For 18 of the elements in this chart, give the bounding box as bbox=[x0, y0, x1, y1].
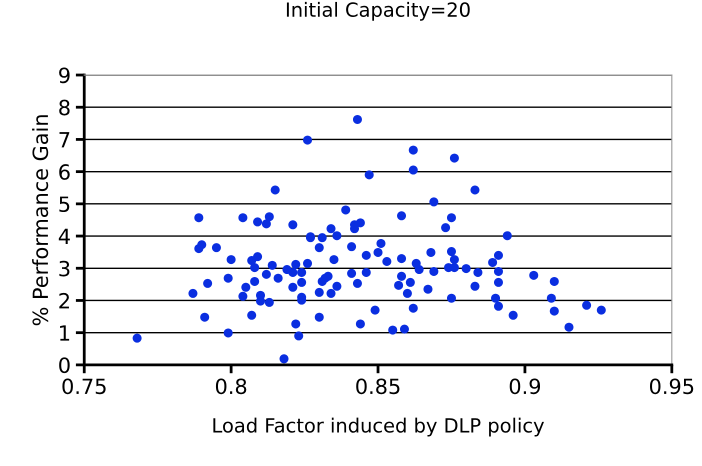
x-tick-label: 0.9 bbox=[510, 378, 540, 394]
x-tick-label: 0.85 bbox=[356, 378, 400, 394]
y-axis-title: % Performance Gain bbox=[32, 115, 48, 326]
x-tick-label: 0.95 bbox=[650, 378, 694, 394]
x-axis-title: Load Factor induced by DLP policy bbox=[213, 418, 544, 436]
y-tick-label: 8 bbox=[59, 100, 70, 116]
y-tick-label: 3 bbox=[59, 260, 70, 276]
chart-title: Initial Capacity=20 bbox=[286, 2, 470, 21]
y-tick-label: 0 bbox=[59, 357, 70, 374]
x-tick-label: 0.75 bbox=[62, 378, 106, 394]
y-tick-label: 7 bbox=[60, 132, 70, 148]
y-tick-label: 9 bbox=[59, 67, 70, 84]
y-tick-label: 2 bbox=[59, 292, 69, 308]
y-tick-label: 4 bbox=[58, 228, 70, 244]
y-tick-label: 6 bbox=[59, 164, 70, 180]
y-tick-label: 1 bbox=[60, 325, 70, 341]
x-tick-label: 0.8 bbox=[216, 378, 246, 394]
y-tick-label: 5 bbox=[59, 196, 70, 212]
